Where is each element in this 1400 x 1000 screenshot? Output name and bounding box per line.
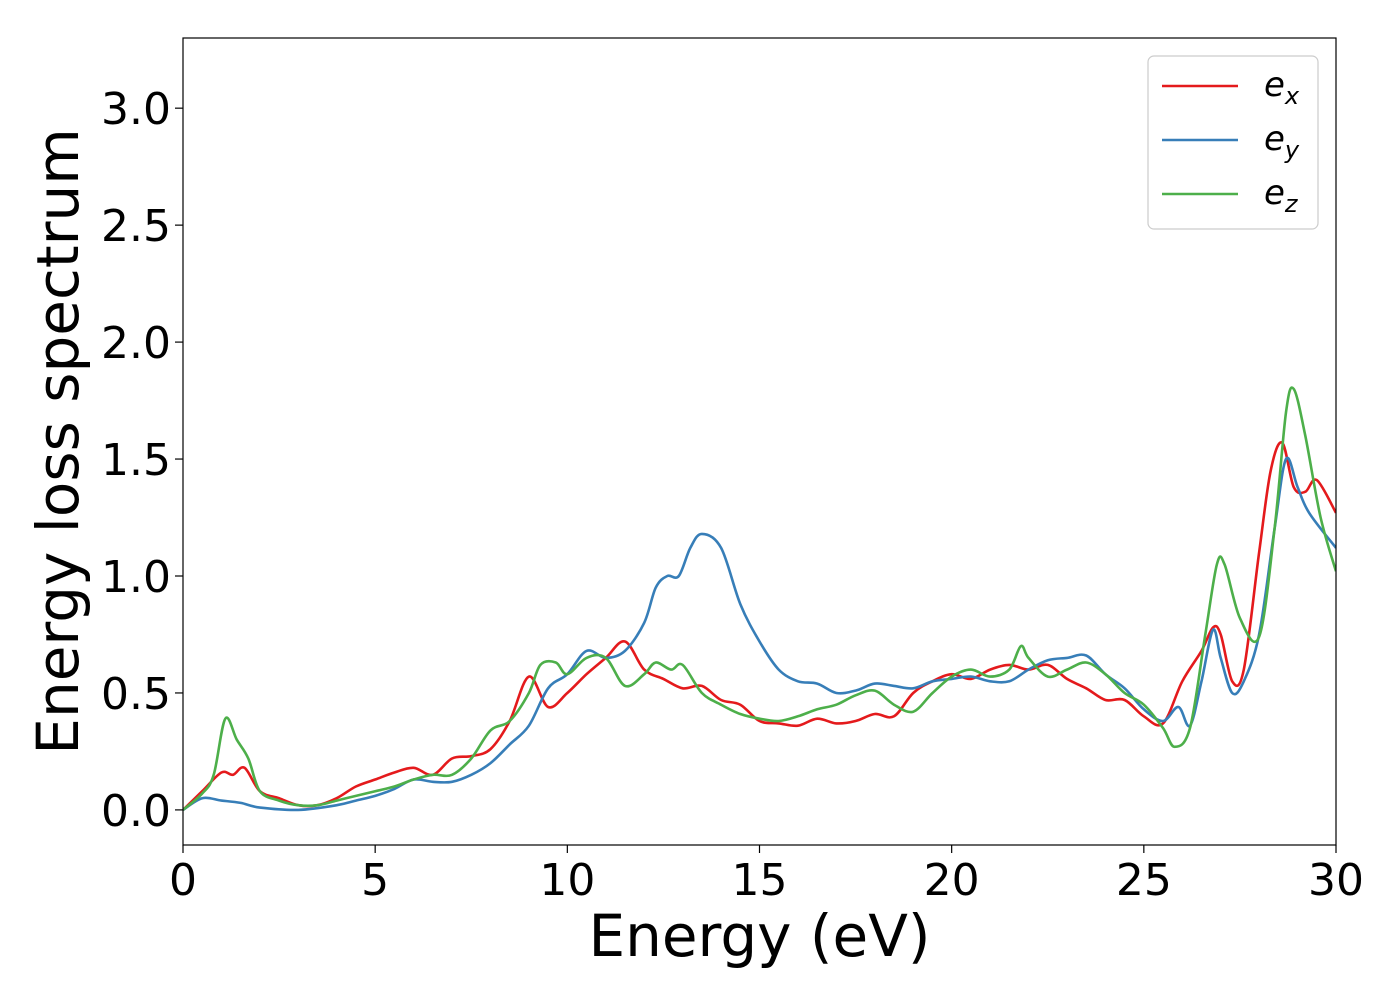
x-tick-label: 0 [169, 855, 197, 906]
y-tick-label: 2.0 [101, 318, 171, 369]
y-tick-label: 1.0 [101, 552, 171, 603]
y-tick-label: 3.0 [101, 84, 171, 135]
ticks-layer: 0 5 10 15 20 25 30 0.0 0.5 1.0 1.5 2.0 2.5 3.0 [101, 84, 1364, 906]
legend-label-ey: ey [1264, 119, 1300, 164]
y-tick-label: 0.0 [101, 786, 171, 837]
x-axis-title: Energy (eV) [588, 902, 930, 970]
x-tick-label: 15 [732, 855, 788, 906]
legend-label-ez: ez [1264, 173, 1299, 218]
x-tick-label: 5 [361, 855, 389, 906]
x-tick-label: 10 [539, 855, 595, 906]
y-axis-title: Energy loss spectrum [24, 128, 92, 754]
x-tick-label: 20 [924, 855, 980, 906]
x-tick-label: 25 [1116, 855, 1172, 906]
legend: ex ey ez [1147, 55, 1319, 230]
x-tick-label: 30 [1308, 855, 1364, 906]
series-line-ez [183, 386, 1336, 811]
y-tick-label: 2.5 [101, 201, 171, 252]
series-line-ey [183, 456, 1336, 812]
legend-label-ex: ex [1264, 65, 1300, 110]
y-tick-label: 1.5 [101, 435, 171, 486]
legend-box [1147, 55, 1319, 230]
series-layer [183, 386, 1336, 812]
y-tick-label: 0.5 [101, 669, 171, 720]
series-line-ex [183, 441, 1336, 811]
